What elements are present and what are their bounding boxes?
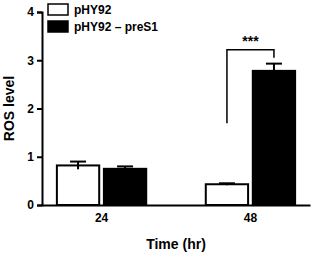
error-cap <box>70 161 86 163</box>
legend-item: pHY92 <box>48 3 112 17</box>
x-tick-label: 24 <box>95 211 109 225</box>
y-tick-label: 4 <box>27 5 34 19</box>
y-tick-label: 0 <box>27 198 34 212</box>
y-axis-line <box>37 13 43 206</box>
annotation: *** <box>242 33 259 49</box>
y-tick-label: 3 <box>27 54 34 68</box>
y-tick: 4 <box>27 5 42 19</box>
error-stem <box>273 64 275 78</box>
x-tick: 24 <box>95 205 109 225</box>
marks <box>57 64 295 205</box>
legend-label: pHY92 <box>74 3 112 17</box>
y-tick: 0 <box>27 198 42 212</box>
error-cap <box>219 182 235 184</box>
y-tick-mark <box>37 12 42 14</box>
bar <box>253 71 295 205</box>
x-tick-label: 48 <box>244 211 258 225</box>
x-axis-title: Time (hr) <box>146 236 206 252</box>
x-axis: 24 48 <box>43 205 311 225</box>
error-bar <box>117 166 133 171</box>
legend-item: pHY92 – preS1 <box>48 20 158 34</box>
y-tick-label: 1 <box>27 150 34 164</box>
bar <box>206 184 248 205</box>
error-bar <box>219 183 235 185</box>
error-stem <box>77 162 79 170</box>
error-cap <box>117 165 133 167</box>
legend-swatch <box>48 4 68 15</box>
chart: 012342448***Time (hr)ROS levelpHY92pHY92… <box>0 0 334 261</box>
y-tick: 3 <box>27 54 42 68</box>
error-cap <box>266 63 282 65</box>
y-tick: 1 <box>27 150 42 164</box>
y-tick-mark <box>37 205 42 207</box>
error-bar <box>266 64 282 78</box>
y-tick-mark <box>37 156 42 158</box>
y-tick: 2 <box>27 102 42 116</box>
y-tick-mark <box>37 60 42 62</box>
legend-swatch <box>48 21 68 32</box>
legend-label: pHY92 – preS1 <box>74 20 158 34</box>
bar <box>57 165 99 205</box>
bar <box>104 169 146 205</box>
y-tick-mark <box>37 108 42 110</box>
plot: 0 1 2 3 4 24 48 *** <box>27 5 310 224</box>
x-tick: 48 <box>244 205 258 225</box>
y-tick-label: 2 <box>27 102 34 116</box>
x-axis-line <box>43 205 311 207</box>
legend: pHY92 pHY92 – preS1 <box>48 3 158 34</box>
error-bar <box>70 162 86 170</box>
series <box>104 64 295 205</box>
y-axis: 0 1 2 3 4 <box>27 5 42 212</box>
series <box>57 162 248 205</box>
significance-bracket <box>227 50 274 124</box>
y-axis-title: ROS level <box>1 76 17 141</box>
